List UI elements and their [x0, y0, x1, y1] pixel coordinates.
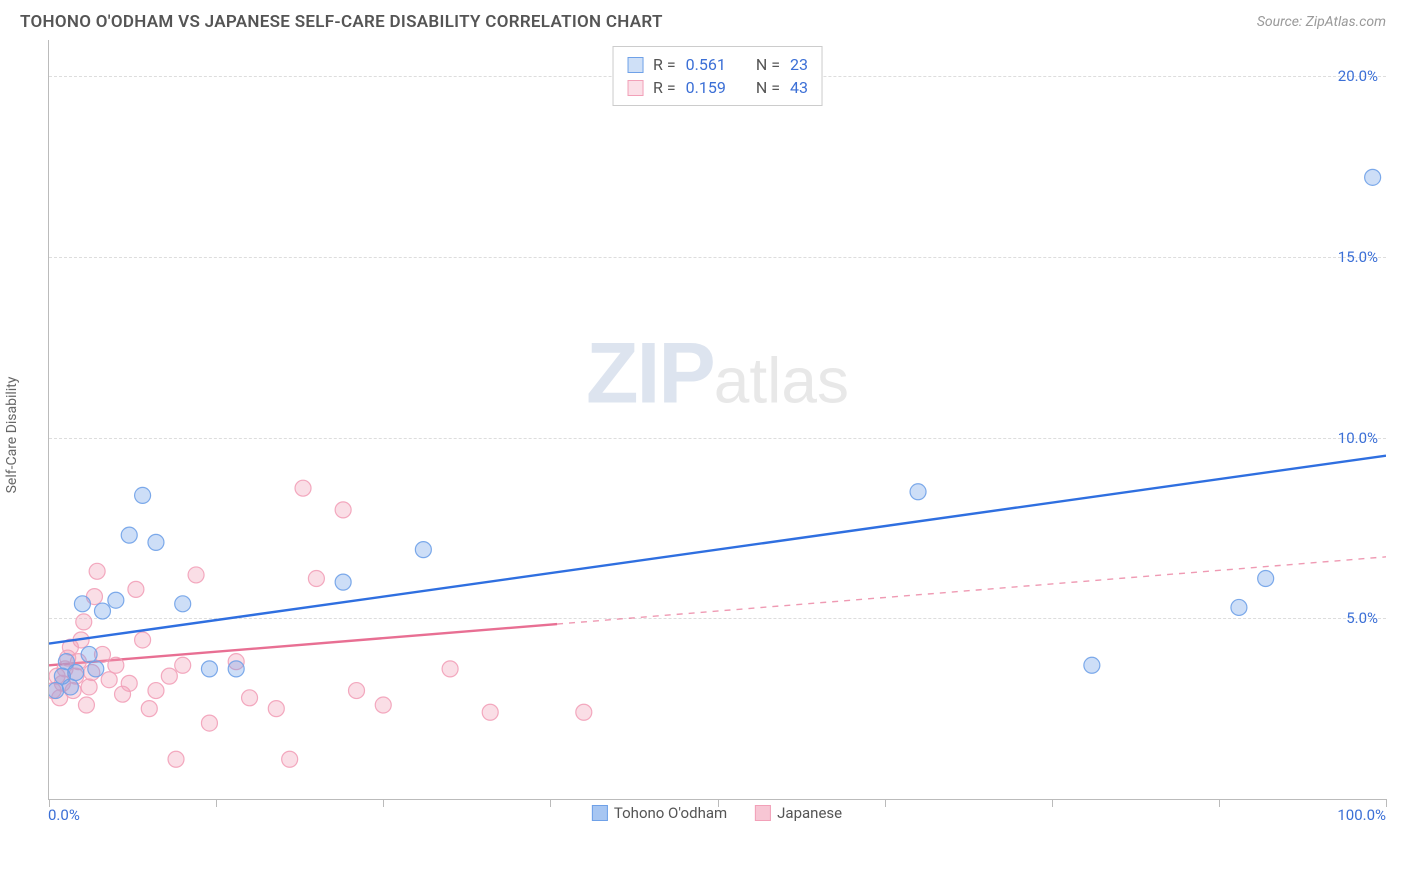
scatter-svg [49, 40, 1386, 799]
plot-area: R = 0.561N = 23R = 0.159N = 43 ZIPatlas … [48, 40, 1386, 800]
r-value: 0.159 [686, 78, 726, 97]
legend-label: Tohono O'odham [614, 804, 727, 822]
legend-swatch [755, 805, 771, 821]
x-axis-min-label: 0.0% [48, 806, 80, 824]
chart-container: Self-Care Disability R = 0.561N = 23R = … [20, 40, 1386, 830]
source-prefix: Source: [1257, 14, 1306, 30]
correlation-legend: R = 0.561 N = 23 R = 0.159 N = 43 [612, 46, 823, 106]
chart-title: TOHONO O'ODHAM VS JAPANESE SELF-CARE DIS… [20, 12, 663, 32]
x-axis: 0.0% Tohono O'odham Japanese 100.0% [48, 800, 1386, 830]
x-axis-max-label: 100.0% [1337, 806, 1386, 824]
source-attribution: Source: ZipAtlas.com [1257, 14, 1386, 30]
legend-swatch [592, 805, 608, 821]
legend-swatch [627, 57, 643, 73]
source-name: ZipAtlas.com [1306, 14, 1386, 30]
n-value: 43 [790, 78, 808, 97]
correlation-legend-row: R = 0.561 N = 23 [627, 53, 808, 76]
legend-item: Japanese [755, 804, 842, 822]
legend-label: Japanese [777, 804, 842, 822]
x-tick [1386, 799, 1387, 807]
n-label: N = [756, 55, 780, 74]
r-value: 0.561 [686, 55, 726, 74]
legend-swatch [627, 80, 643, 96]
series-legend: Tohono O'odham Japanese [592, 804, 842, 822]
r-label: R = [653, 55, 676, 74]
y-axis-label: Self-Care Disability [4, 377, 20, 494]
n-label: N = [756, 78, 780, 97]
r-label: R = [653, 78, 676, 97]
correlation-legend-row: R = 0.159 N = 43 [627, 76, 808, 99]
legend-item: Tohono O'odham [592, 804, 727, 822]
n-value: 23 [790, 55, 808, 74]
